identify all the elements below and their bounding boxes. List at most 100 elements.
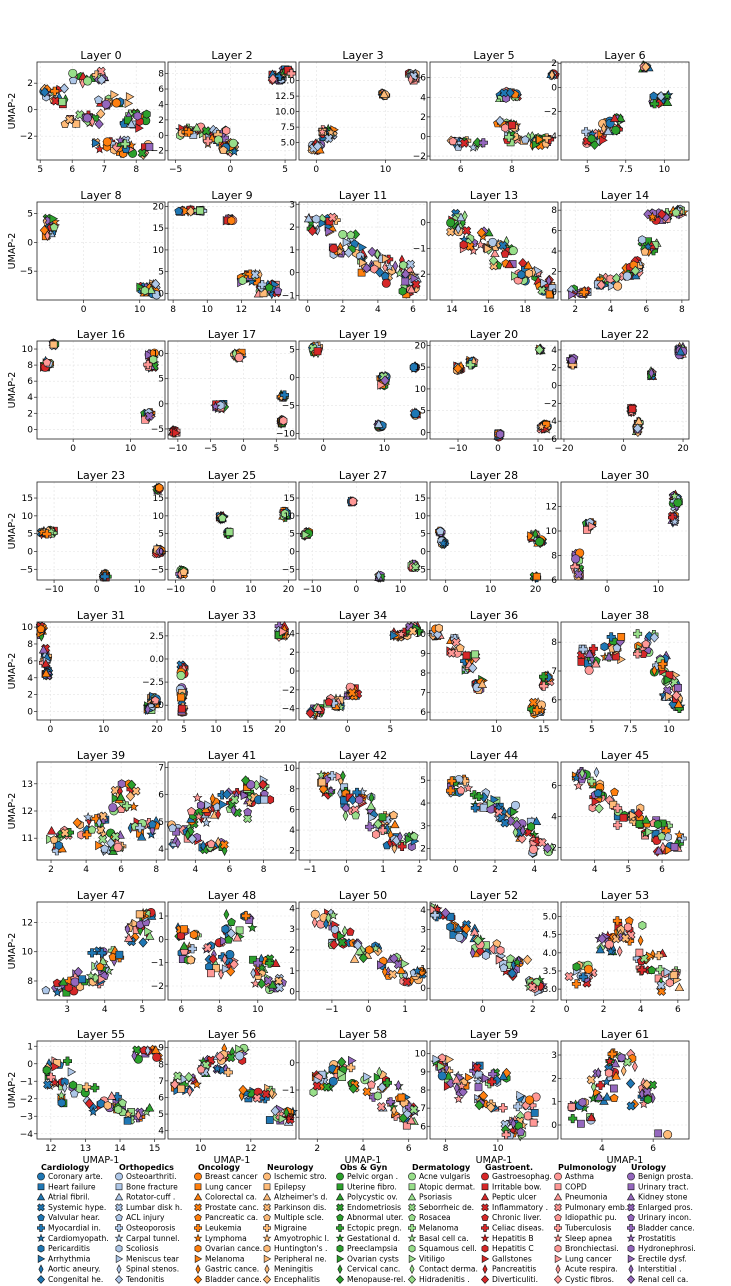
x-tick-label: 0: [321, 444, 327, 454]
y-tick-label: 7: [420, 689, 426, 699]
legend-marker: [262, 1275, 272, 1284]
legend-marker: [114, 1275, 124, 1284]
x-tick-label: 14: [270, 305, 282, 315]
data-point: [280, 390, 289, 400]
plot-frame: [429, 340, 559, 440]
legend-marker: [626, 1192, 636, 1201]
data-point: [140, 286, 149, 296]
legend-item-label: Amyotrophic l.: [274, 1234, 329, 1243]
data-point: [459, 240, 468, 250]
panel-title: Layer 11: [339, 189, 387, 202]
data-point: [508, 246, 518, 256]
legend-marker: [554, 1172, 562, 1181]
y-tick-label: 4: [289, 629, 295, 639]
legend-item-label: Lung cancer: [205, 1182, 252, 1191]
legend-item-label: Enlarged pros.: [638, 1203, 693, 1212]
panel-title: Layer 0: [80, 49, 121, 62]
y-tick-label: 3: [420, 822, 426, 832]
panel-title: Layer 58: [339, 1028, 387, 1041]
legend-item-label: Breast cancer: [205, 1172, 258, 1181]
y-tick-label: 0: [158, 400, 164, 410]
legend-item-label: Cervical canc.: [347, 1265, 400, 1274]
panel-title: Layer 39: [77, 749, 125, 762]
plot-frame: [298, 201, 428, 301]
data-point: [216, 400, 225, 411]
y-tick-label: 0: [289, 373, 295, 383]
panel-layer-38: 5 7.5 10 6 7 8 Layer 38: [551, 609, 690, 735]
x-tick-label: −5: [169, 165, 182, 175]
y-tick-label: 12: [22, 918, 33, 928]
legend-marker: [264, 1264, 270, 1274]
legend-group-title: Dermatology: [412, 1163, 471, 1172]
legend-marker: [115, 1213, 123, 1221]
y-tick-label: 0: [551, 1121, 557, 1131]
legend-marker: [263, 1244, 271, 1253]
y-tick-label: 10: [415, 1050, 427, 1060]
data-point: [260, 795, 269, 804]
y-tick-label: 1: [289, 246, 295, 256]
x-tick-label: 10: [134, 585, 146, 595]
x-tick-label: 5: [589, 725, 595, 735]
legend-marker: [480, 1275, 490, 1284]
data-point: [44, 230, 51, 242]
legend-item-label: Hidradenitis .: [419, 1275, 470, 1284]
data-point: [540, 278, 549, 288]
data-point: [635, 948, 644, 957]
panel-title: Layer 53: [601, 889, 649, 902]
y-tick-label: 4: [551, 346, 557, 356]
data-point: [325, 226, 334, 237]
legend-item-label: Arrhythmia: [48, 1254, 90, 1263]
data-point: [603, 126, 613, 135]
data-point: [191, 122, 202, 132]
x-tick-label: 10: [380, 165, 392, 175]
x-tick-label: 6: [179, 1005, 185, 1015]
legend-item-label: Colorectal ca.: [205, 1193, 257, 1202]
legend-item-label: Psoriasis: [419, 1193, 452, 1202]
legend-marker: [482, 1264, 488, 1274]
data-point: [545, 275, 552, 287]
data-point: [545, 290, 554, 299]
legend-marker: [36, 1233, 46, 1243]
legend-marker: [38, 1264, 44, 1274]
y-tick-label: 13: [22, 780, 33, 790]
data-point: [653, 819, 662, 829]
legend-item-label: Asthma: [565, 1172, 594, 1181]
data-point: [615, 113, 626, 122]
legend-item-label: Hydronephrosi.: [638, 1244, 696, 1253]
legend-marker: [193, 1275, 203, 1284]
y-tick-label: 20: [415, 341, 427, 351]
panel-layer-41: 4 6 8 4 5 6 7 Layer 41: [158, 749, 297, 875]
data-point: [49, 222, 59, 232]
points: [174, 204, 283, 300]
data-point: [611, 125, 621, 135]
legend-marker: [554, 1254, 563, 1264]
y-tick-label: 2: [289, 946, 295, 956]
y-tick-label: −2: [151, 147, 164, 157]
data-point: [219, 145, 228, 154]
y-tick-label: 4: [420, 799, 426, 809]
data-point: [647, 211, 658, 222]
data-point: [654, 1129, 663, 1138]
data-point: [663, 1130, 673, 1140]
data-point: [355, 795, 364, 805]
data-point: [92, 138, 101, 148]
data-point: [479, 803, 488, 812]
legend-marker: [263, 1224, 271, 1232]
y-tick-label: 0: [27, 238, 33, 248]
legend-marker: [407, 1233, 417, 1243]
legend-marker: [263, 1203, 271, 1212]
y-tick-label: −4: [544, 132, 558, 142]
x-tick-label: 4: [83, 865, 89, 875]
legend-marker: [194, 1224, 202, 1232]
data-point: [567, 1103, 576, 1111]
data-point: [662, 97, 673, 106]
data-point: [279, 416, 288, 426]
y-tick-label: −5: [151, 565, 164, 575]
plot-area: [299, 762, 427, 860]
y-tick-label: −5: [20, 565, 33, 575]
data-point: [490, 248, 500, 258]
data-point: [265, 1116, 274, 1124]
